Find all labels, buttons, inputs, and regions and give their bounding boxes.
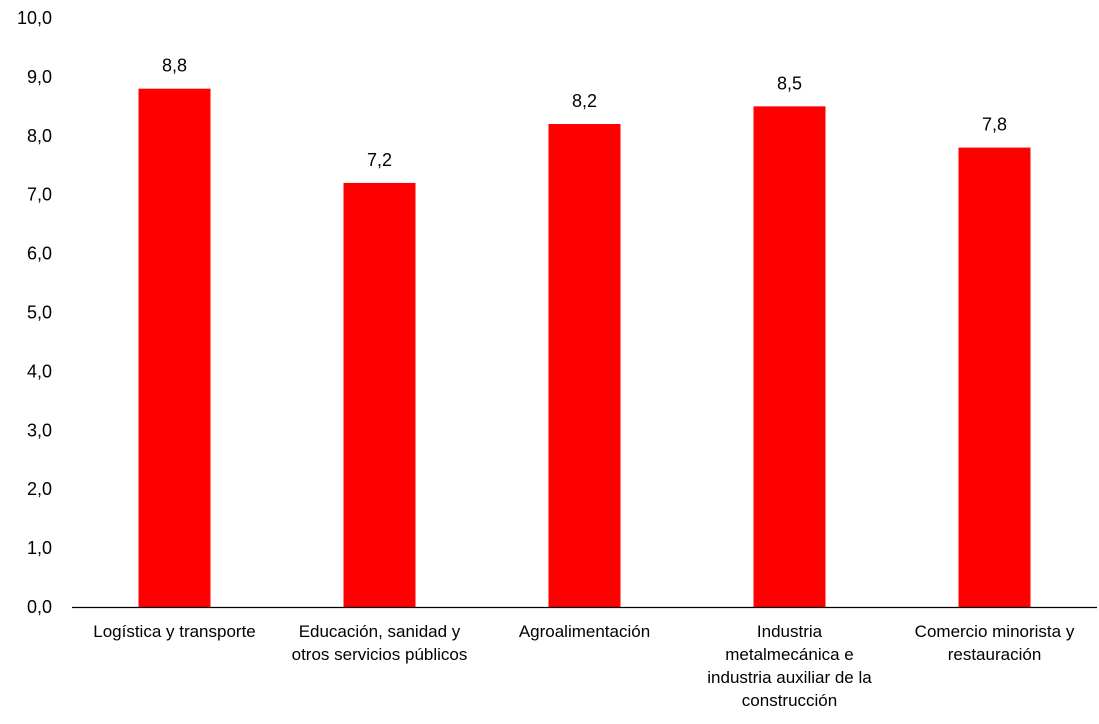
x-category-label-line: construcción [742,691,837,710]
x-category-label-line: otros servicios públicos [292,645,468,664]
category-labels: Logística y transporte Educación, sanidad… [93,622,1075,710]
data-label: 8,2 [572,91,597,111]
y-tick-label: 5,0 [27,303,52,323]
y-tick-label: 3,0 [27,420,52,440]
y-tick-label: 4,0 [27,361,52,381]
y-tick-label: 6,0 [27,244,52,264]
data-label: 7,8 [982,115,1007,135]
data-label: 8,8 [162,56,187,76]
y-tick-label: 8,0 [27,126,52,146]
data-label: 8,5 [777,73,802,93]
x-category-label-line: industria auxiliar de la [707,668,872,687]
x-category-label-line: Educación, sanidad y [299,622,461,641]
bar [753,106,826,607]
y-tick-label: 0,0 [27,597,52,617]
x-category-label-line: restauración [948,645,1042,664]
y-tick-label: 9,0 [27,67,52,87]
bar [138,88,211,608]
x-category-label-line: Industria [757,622,823,641]
x-category-label: Agroalimentación [519,622,650,641]
y-axis-ticks: 0,0 1,0 2,0 3,0 4,0 5,0 6,0 7,0 8,0 9,0 10,0 [17,8,52,617]
y-tick-label: 10,0 [17,8,52,28]
x-category-label-line: Agroalimentación [519,622,650,641]
y-tick-label: 2,0 [27,479,52,499]
x-category-label: Industria metalmecánica e industria auxili… [707,622,872,710]
bar [958,147,1031,607]
x-category-label-line: metalmecánica e [725,645,854,664]
y-tick-label: 1,0 [27,538,52,558]
x-category-label: Educación, sanidad y otros servicios públ… [292,622,468,664]
data-label: 7,2 [367,150,392,170]
bars [138,88,1031,608]
x-category-label: Comercio minorista y restauración [915,622,1075,664]
x-category-label-line: Comercio minorista y [915,622,1075,641]
bar [343,182,416,608]
data-labels: 8,8 7,2 8,2 8,5 7,8 [162,56,1007,170]
y-tick-label: 7,0 [27,185,52,205]
x-category-label: Logística y transporte [93,622,256,641]
bar [548,124,621,608]
x-category-label-line: Logística y transporte [93,622,256,641]
